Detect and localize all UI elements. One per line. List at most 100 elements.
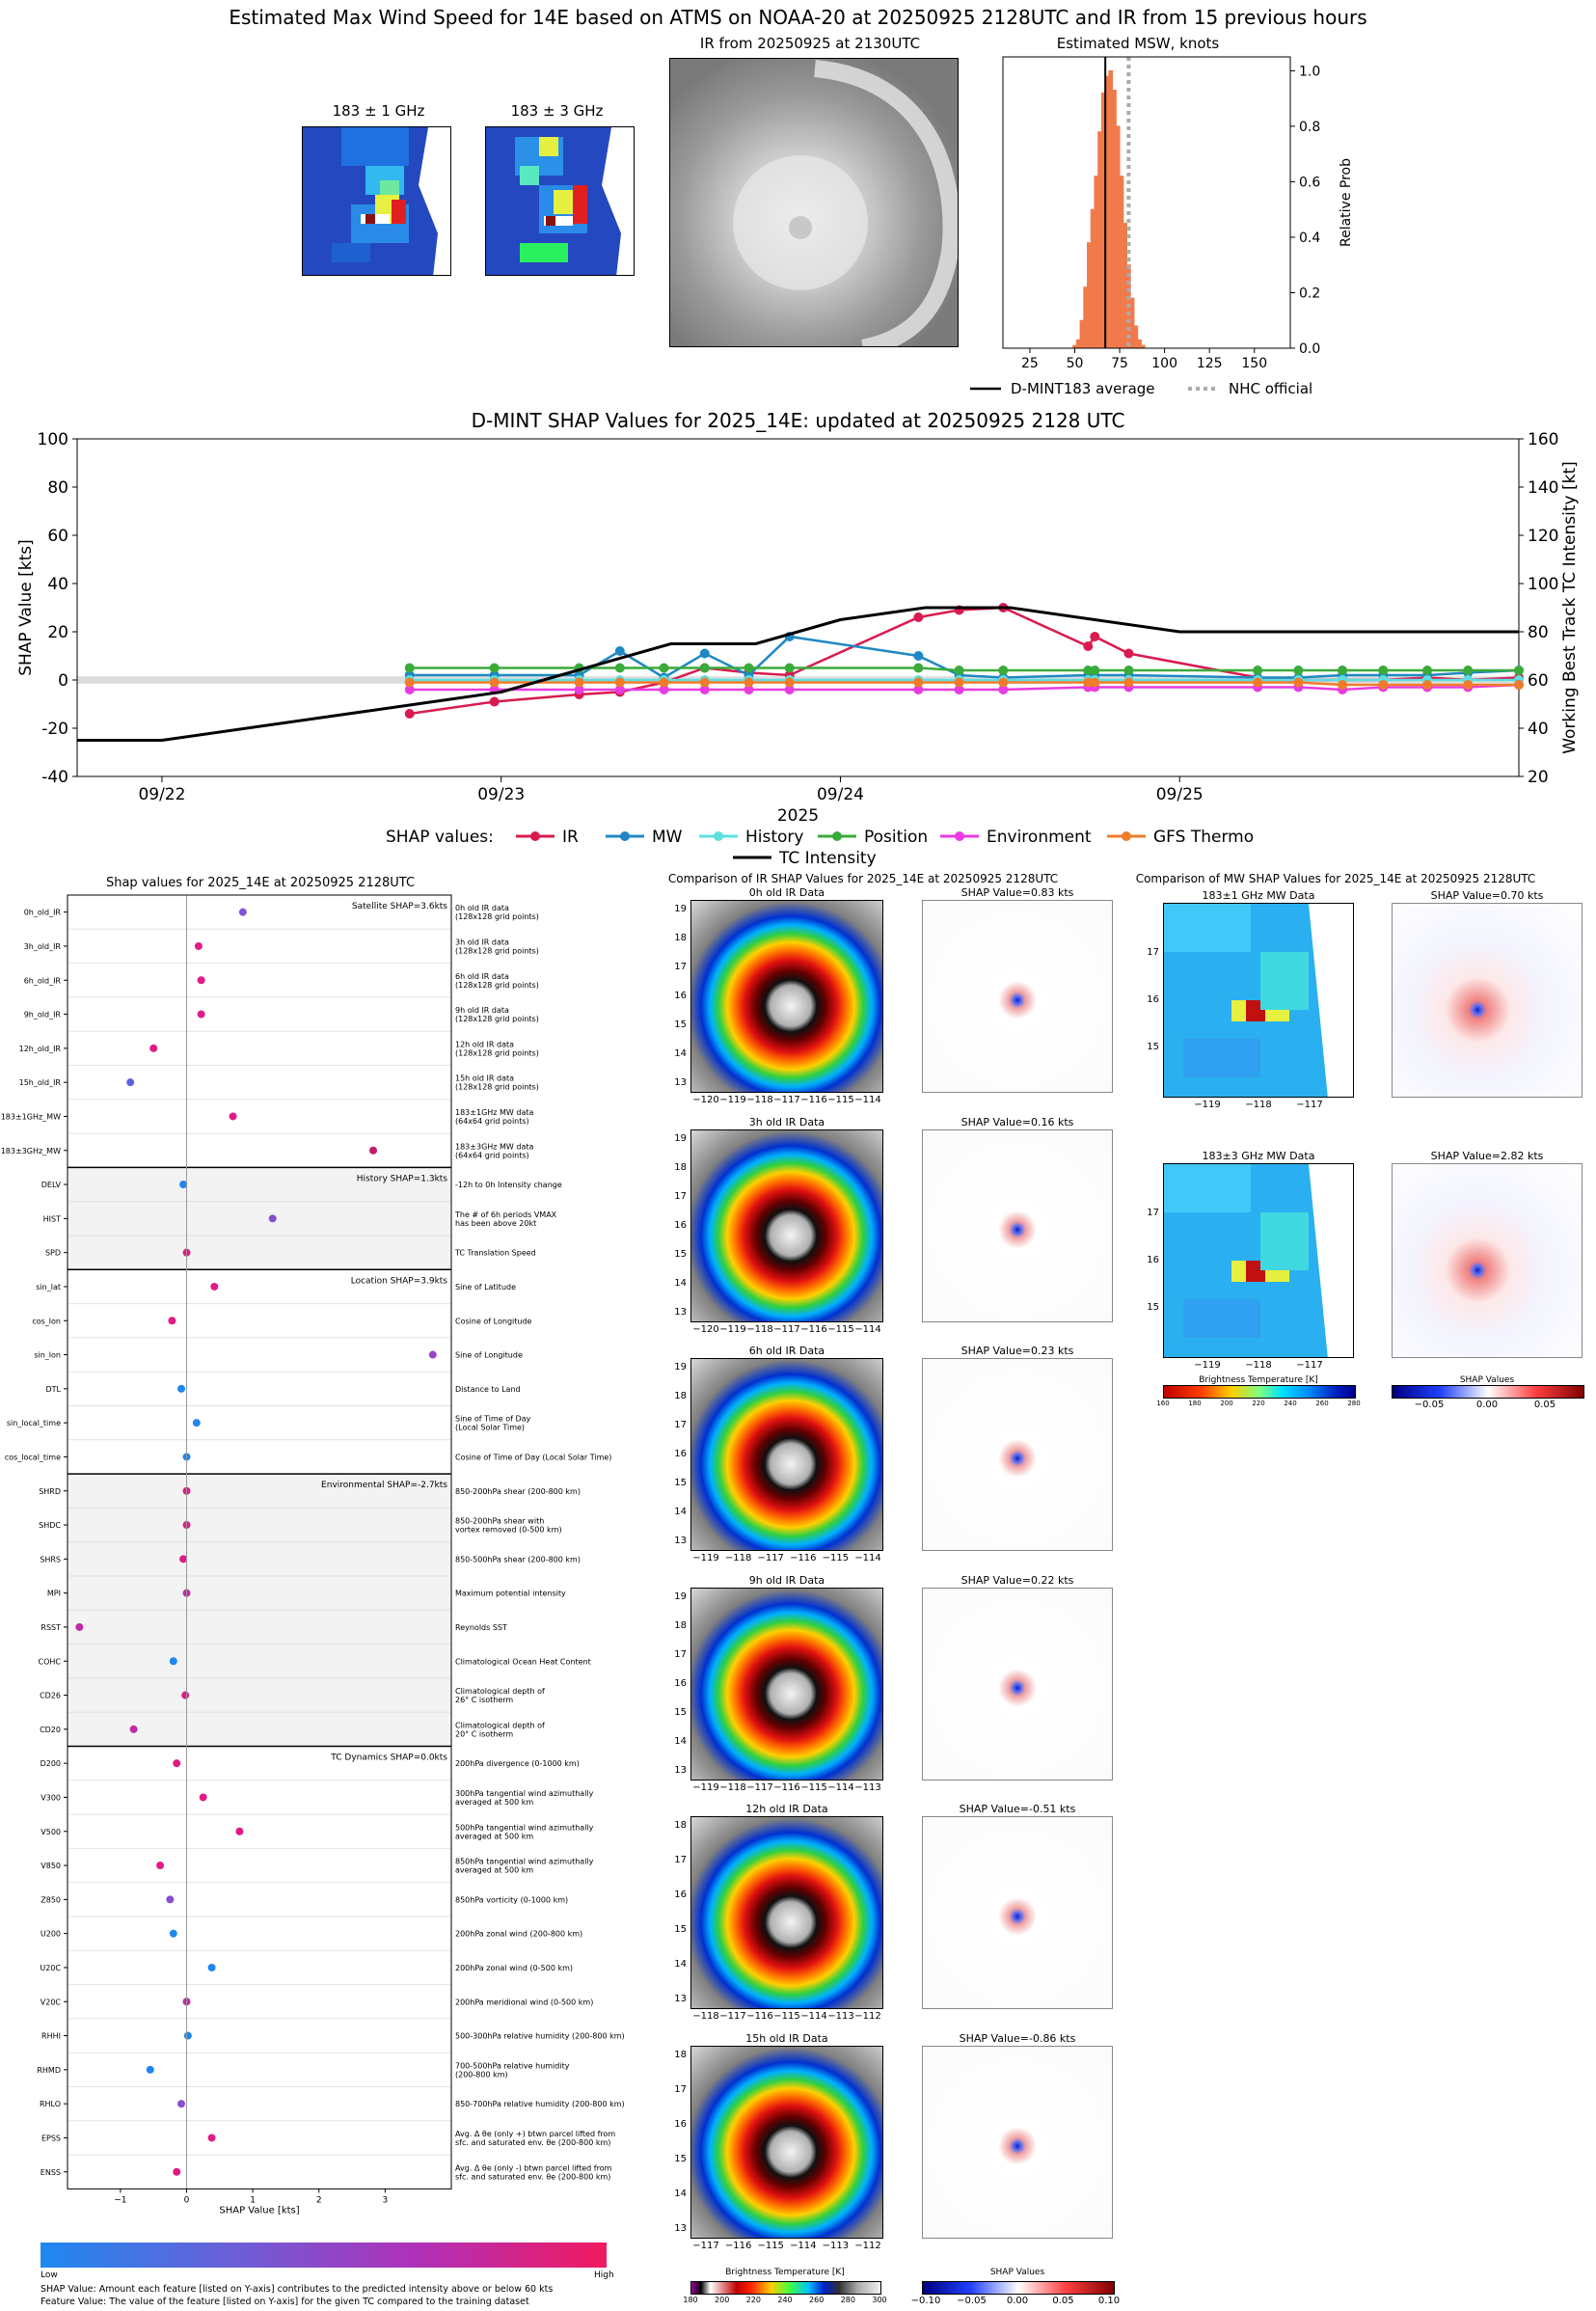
series-mw-point <box>614 646 625 656</box>
series-position-point <box>744 663 754 673</box>
ts-y2tick-label: 20 <box>1528 768 1549 787</box>
feature-desc: Climatological depth of <box>455 1721 545 1729</box>
ir-xtick-label: −115 <box>773 2011 800 2022</box>
mw-cbar-tick-label: 220 <box>1252 1400 1265 1407</box>
series-gfs-point <box>1338 680 1348 690</box>
feature-desc: 3h old IR data <box>455 938 509 946</box>
series-gfs-point <box>1123 677 1134 688</box>
ts-ytick-label: 20 <box>47 623 68 642</box>
feature-shap-point <box>149 1044 158 1052</box>
hist-ytick-label: 0.2 <box>1299 285 1320 301</box>
mw-cbar-tick-label: 280 <box>1347 1400 1361 1407</box>
feature-desc: 850-200hPa shear (200-800 km) <box>455 1487 581 1496</box>
series-environment-point <box>659 685 669 694</box>
mw-ytick-label: 17 <box>1147 947 1159 958</box>
group-label: TC Dynamics SHAP=0.0kts <box>330 1754 447 1763</box>
ir-ytick-label: 14 <box>674 1277 687 1289</box>
ir-cbar-tick-label: 220 <box>745 2296 761 2304</box>
ir-ytick-label: 13 <box>674 1077 687 1088</box>
feature-desc: 26° C isotherm <box>455 1696 513 1704</box>
series-environment-point <box>404 685 415 694</box>
ir-xtick-label: −117 <box>773 1095 800 1105</box>
series-environment-point <box>998 685 1009 694</box>
ir-ytick-label: 13 <box>674 1306 687 1318</box>
ir-ytick-label: 18 <box>674 1619 687 1631</box>
ts-xtick-label: 09/24 <box>817 785 864 804</box>
hist-bar <box>1075 339 1081 349</box>
ts-y2tick-label: 100 <box>1528 575 1558 594</box>
ir-xtick-label: −114 <box>854 1323 881 1335</box>
ir-ytick-label: 14 <box>674 1959 687 1970</box>
mw-xtick-label: −119 <box>1194 1360 1221 1371</box>
ir-ytick-label: 15 <box>674 1020 687 1030</box>
ir-xtick-label: −115 <box>827 1095 854 1105</box>
ir-cmp-cbar-label: Brightness Temperature [K] <box>725 2268 845 2277</box>
ir-ytick-label: 14 <box>674 1507 687 1517</box>
feature-desc: 0h old IR data <box>455 904 509 912</box>
feature-shap-point <box>126 1078 135 1087</box>
feature-name: U20C <box>40 1964 61 1972</box>
hist-bar <box>1137 339 1142 349</box>
feature-desc: has been above 20kt <box>455 1219 536 1228</box>
ir-data-title: 3h old IR Data <box>748 1115 825 1128</box>
mw-shap-title: SHAP Value=0.70 kts <box>1430 889 1544 902</box>
hist-bar <box>1133 325 1139 349</box>
ir-top-title: IR from 20250925 at 2130UTC <box>699 35 921 52</box>
feature-name: RHHI <box>41 2032 61 2041</box>
feature-desc: 850-700hPa relative humidity (200-800 km… <box>455 2100 625 2108</box>
ir-xtick-label: −117 <box>757 1553 784 1563</box>
hist-bar <box>1123 223 1128 349</box>
mw-cmp-title: Comparison of MW SHAP Values for 2025_14… <box>1135 872 1536 885</box>
feature-name: V300 <box>41 1793 61 1802</box>
mw-xtick-label: −118 <box>1245 1100 1272 1110</box>
feature-name: 3h_old_IR <box>24 942 62 951</box>
group-shade <box>68 1167 451 1270</box>
ir-ytick-label: 15 <box>674 1706 687 1718</box>
ir-ytick-label: 18 <box>674 1820 687 1831</box>
ir-xtick-label: −119 <box>719 1323 746 1335</box>
ir-xtick-label: −115 <box>757 2240 784 2251</box>
hist-bar <box>1115 125 1121 349</box>
feat-cbar-low: Low <box>41 2270 58 2280</box>
series-ir-point <box>404 709 415 719</box>
ir-xtick-label: −119 <box>719 1095 746 1105</box>
feature-shap-point <box>229 1112 237 1121</box>
series-gfs-point <box>998 677 1009 688</box>
series-position-point <box>1422 666 1433 675</box>
ir-cbar-tick-label: 180 <box>683 2296 698 2304</box>
ir-ytick-label: 14 <box>674 1048 687 1059</box>
series-gfs-point <box>1378 680 1389 690</box>
mw-shap-map <box>1392 903 1582 1098</box>
feature-desc: Cosine of Longitude <box>455 1317 532 1325</box>
feat-xtick-label: 3 <box>383 2195 389 2205</box>
series-position-point <box>489 663 500 673</box>
feature-shap-point <box>166 1895 175 1904</box>
ir-ytick-label: 17 <box>674 962 687 972</box>
mw-shap-title: SHAP Value=2.82 kts <box>1430 1150 1544 1162</box>
ir-xtick-label: −120 <box>692 1095 719 1105</box>
ir-xtick-label: −115 <box>800 1781 827 1793</box>
feature-shap-point <box>194 941 203 950</box>
feat-xtick-label: 1 <box>250 2195 256 2205</box>
ir-shap-cbar-tick-label: 0.05 <box>1052 2296 1074 2306</box>
group-label: Location SHAP=3.9kts <box>351 1276 448 1286</box>
feature-name: CD26 <box>40 1692 61 1700</box>
feature-name: SHRD <box>39 1487 61 1496</box>
feature-desc: Avg. Δ θe (only +) btwn parcel lifted fr… <box>455 2130 615 2138</box>
ir-xtick-label: −117 <box>719 2011 746 2022</box>
hist-ytick-label: 0.4 <box>1299 231 1320 246</box>
ts-y2tick-label: 140 <box>1528 478 1558 498</box>
ts-ytick-label: 100 <box>38 430 68 449</box>
ir-xtick-label: −112 <box>854 2011 881 2022</box>
feature-desc: (64x64 grid points) <box>455 1117 529 1126</box>
feature-shap-point <box>199 1793 207 1802</box>
ir-data-image <box>690 2045 883 2239</box>
ir-shap-title: SHAP Value=0.16 kts <box>960 1115 1074 1128</box>
ir-ytick-label: 15 <box>674 1924 687 1935</box>
series-ir-point <box>489 696 500 707</box>
feature-shap-point <box>173 2167 181 2176</box>
series-position-point <box>1293 666 1304 675</box>
ir-shap-title: SHAP Value=0.23 kts <box>960 1345 1074 1357</box>
series-gfs-point <box>954 677 964 688</box>
ir-cbar-tick-label: 240 <box>777 2296 793 2304</box>
